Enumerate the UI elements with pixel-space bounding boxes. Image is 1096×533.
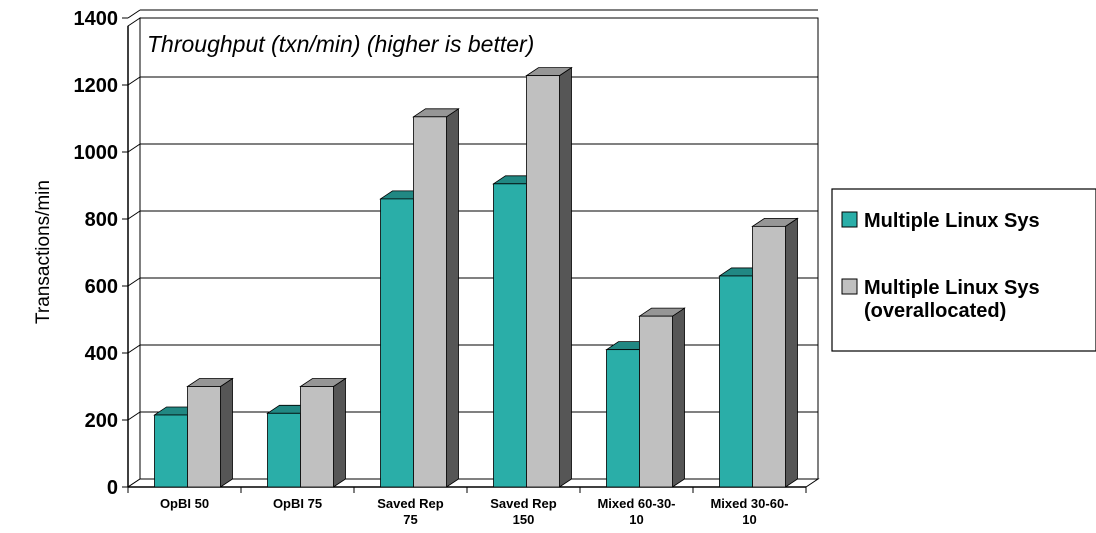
plot-floor xyxy=(126,478,820,488)
bar-front xyxy=(639,315,673,488)
bar xyxy=(299,377,347,488)
x-tick-label: Saved Rep xyxy=(377,496,444,511)
y-tick-label: 600 xyxy=(85,276,118,298)
x-tick-label: OpBI 75 xyxy=(273,496,322,511)
y-tick-label: 0 xyxy=(107,477,118,499)
bar-front xyxy=(267,412,301,488)
bar xyxy=(751,217,799,488)
bar-front xyxy=(300,386,334,488)
legend-label: Multiple Linux Sys xyxy=(864,210,1040,232)
axis-layer: 0 200 400 600 800 1000 1200 1400 OpBI 50 OpBI 75 S… xyxy=(74,8,807,527)
legend-swatch xyxy=(841,211,858,228)
gridline-side xyxy=(127,143,141,153)
gridline-side xyxy=(127,9,141,19)
x-tick-label: Mixed 60-30- xyxy=(597,496,675,511)
gridline-side xyxy=(127,344,141,354)
y-tick-label: 1200 xyxy=(74,75,119,97)
gridline-side xyxy=(127,210,141,220)
bar-layer xyxy=(153,66,799,488)
gridline-side xyxy=(127,277,141,287)
y-tick-label: 1000 xyxy=(74,142,119,164)
legend-label: (overallocated) xyxy=(864,300,1006,322)
bar-side xyxy=(220,377,233,488)
x-tick-label: OpBI 50 xyxy=(160,496,209,511)
y-tick-label: 200 xyxy=(85,410,118,432)
y-tick-label: 400 xyxy=(85,343,118,365)
bar xyxy=(525,66,573,488)
bar-front xyxy=(752,225,786,488)
plot-side-wall xyxy=(127,17,141,488)
bar-front xyxy=(606,349,640,488)
bar-front xyxy=(526,75,560,488)
grid-layer xyxy=(126,9,820,488)
gridline-side xyxy=(127,76,141,86)
x-tick-label: 10 xyxy=(629,512,643,527)
bar-side xyxy=(559,66,572,488)
bar-front xyxy=(187,386,221,488)
x-tick-label: 75 xyxy=(403,512,417,527)
gridline-side xyxy=(127,411,141,421)
x-tick-label: 10 xyxy=(742,512,756,527)
bar-front xyxy=(493,183,527,488)
x-tick-label: 150 xyxy=(513,512,535,527)
legend-label: Multiple Linux Sys xyxy=(864,277,1040,299)
y-tick-label: 1400 xyxy=(74,8,119,30)
bar-front xyxy=(413,116,447,488)
legend-swatch xyxy=(841,278,858,295)
bar-side xyxy=(672,307,685,488)
bar-front xyxy=(380,198,414,488)
y-axis-label: Transactions/min xyxy=(33,180,54,324)
bar-front xyxy=(154,414,188,488)
plot-back-wall xyxy=(139,17,819,480)
bar-side xyxy=(446,108,459,488)
bar-side xyxy=(785,217,798,488)
bar xyxy=(638,307,686,488)
x-tick-label: Mixed 30-60- xyxy=(710,496,788,511)
bar xyxy=(186,377,234,488)
legend-box xyxy=(831,188,1096,352)
x-tick-label: Saved Rep xyxy=(490,496,557,511)
bar xyxy=(412,108,460,488)
chart-title: Throughput (txn/min) (higher is better) xyxy=(147,31,534,57)
bar-side xyxy=(333,377,346,488)
bar-front xyxy=(719,275,753,488)
y-tick-label: 800 xyxy=(85,209,118,231)
